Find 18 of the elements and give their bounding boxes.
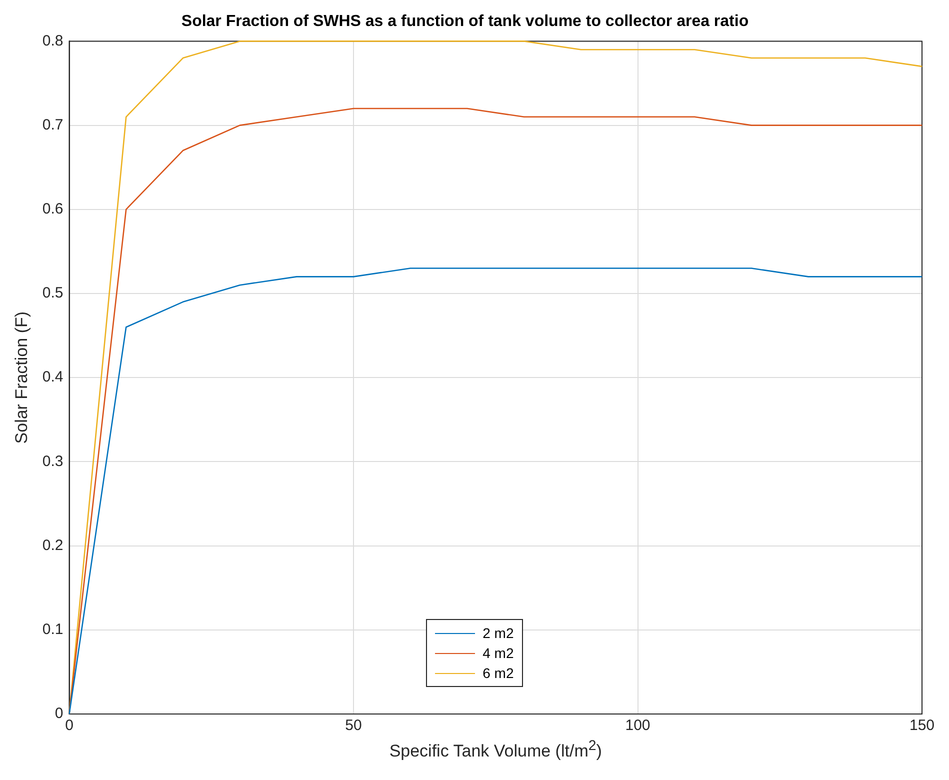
y-tick-label: 0.4 [42, 368, 64, 386]
x-tick-label: 100 [625, 717, 650, 734]
y-tick-label: 0.7 [42, 116, 64, 134]
legend-label: 2 m2 [482, 625, 514, 641]
y-tick-label: 0 [54, 705, 64, 722]
legend-label: 6 m2 [482, 665, 514, 681]
y-tick-label: 0.8 [42, 32, 64, 50]
x-tick-label: 50 [345, 717, 362, 734]
legend-label: 4 m2 [482, 645, 514, 661]
y-tick-label: 0.5 [42, 284, 64, 302]
x-tick-label: 150 [909, 717, 935, 734]
y-tick-label: 0.3 [42, 452, 64, 470]
y-tick-label: 0.2 [42, 536, 64, 554]
y-tick-label: 0.6 [42, 200, 64, 218]
chart-title: Solar Fraction of SWHS as a function of tank volume to collector area ratio [181, 13, 749, 30]
x-axis-title: Specific Tank Volume (lt/m$^{2}$) [388, 738, 603, 762]
y-axis-title: Solar Fraction (F) [12, 311, 31, 444]
y-tick-label: 0.1 [42, 621, 64, 638]
